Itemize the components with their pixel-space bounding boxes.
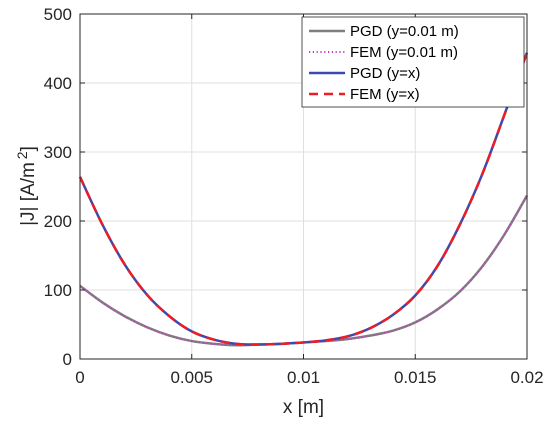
legend-label-4: FEM (y=x)	[350, 86, 420, 103]
y-tick-label: 100	[44, 281, 72, 300]
y-axis-label: |J| [A/m 2]	[14, 146, 39, 226]
x-tick-label: 0.02	[510, 368, 543, 387]
legend-label-2: FEM (y=0.01 m)	[350, 44, 458, 61]
legend-label-3: PGD (y=x)	[350, 65, 420, 82]
x-axis-label: x [m]	[283, 397, 324, 418]
y-tick-label: 200	[44, 212, 72, 231]
series-line-4	[78, 52, 529, 346]
series-layer	[78, 52, 529, 347]
x-tick-label: 0.01	[287, 368, 320, 387]
y-axis-label-superscript: 2	[14, 151, 30, 159]
y-tick-label: 500	[44, 5, 72, 24]
y-axis-label-main: |J| [A/m	[18, 162, 39, 226]
y-tick-label: 400	[44, 74, 72, 93]
x-tick-label: 0.015	[394, 368, 437, 387]
y-tick-label: 300	[44, 143, 72, 162]
legend: PGD (y=0.01 m) FEM (y=0.01 m) PGD (y=x) FEM…	[301, 16, 525, 108]
x-tick-label: 0	[75, 368, 84, 387]
y-tick-label: 0	[63, 350, 72, 369]
y-axis-label-close: ]	[18, 146, 39, 151]
x-tick-label: 0.005	[170, 368, 213, 387]
ticks: 0 0.005 0.01 0.015 0.02 0 100 200 300 400 500	[44, 5, 544, 387]
legend-label-1: PGD (y=0.01 m)	[350, 23, 459, 40]
